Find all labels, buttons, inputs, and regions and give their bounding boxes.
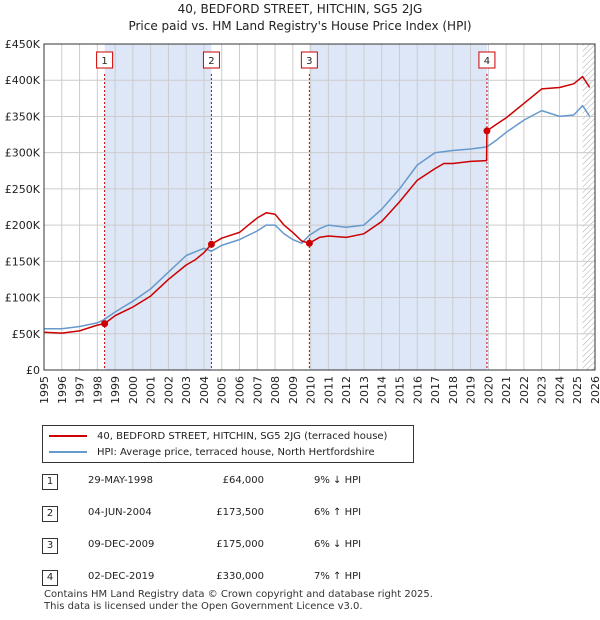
- y-tick-label: £150K: [5, 255, 41, 268]
- legend-line-hpi: [49, 451, 87, 453]
- x-tick-label: 2010: [305, 376, 318, 404]
- plot-frame: [43, 43, 596, 371]
- sale-label-box-4: [478, 51, 496, 69]
- x-tick-label: 1996: [56, 376, 69, 404]
- sale-label-box-1: [96, 51, 114, 69]
- x-tick-label: 2003: [180, 376, 193, 404]
- table-row: 1 29-MAY-1998 £64,000 9% ↓ HPI: [42, 474, 442, 490]
- x-tick-label: 2019: [465, 376, 478, 404]
- x-tick-label: 2014: [376, 376, 389, 404]
- price-series-line: [43, 75, 591, 334]
- sale-number-badge: 4: [42, 570, 58, 586]
- sale-price: £330,000: [216, 571, 264, 582]
- hpi-series-line: [44, 104, 591, 330]
- sale-point-2: [207, 240, 215, 248]
- x-tick-label: 2000: [127, 376, 140, 404]
- sale-point-4: [483, 127, 491, 135]
- sale-price: £64,000: [222, 475, 264, 486]
- sale-hpi-diff: 9% ↓ HPI: [314, 475, 362, 486]
- y-tick-label: £350K: [5, 110, 41, 123]
- x-tick-label: 1998: [91, 376, 104, 404]
- x-tick-label: 2011: [322, 376, 335, 404]
- forecast-hatch: [582, 44, 595, 370]
- y-tick-label: £250K: [5, 183, 41, 196]
- x-tick-label: 2016: [411, 376, 424, 404]
- sale-number-badge: 3: [42, 538, 58, 554]
- x-tick-label: 2015: [393, 376, 406, 404]
- x-tick-label: 2004: [198, 376, 211, 404]
- table-row: 3 09-DEC-2009 £175,000 6% ↓ HPI: [42, 538, 442, 554]
- x-tick-label: 2018: [447, 376, 460, 404]
- x-tick-label: 2025: [571, 376, 584, 404]
- x-tick-label: 2002: [162, 376, 175, 404]
- sale-date: 04-JUN-2004: [88, 507, 152, 518]
- y-tick-label: £400K: [5, 74, 41, 87]
- legend-label-price: 40, BEDFORD STREET, HITCHIN, SG5 2JG (te…: [97, 430, 388, 442]
- y-tick-label: £50K: [12, 328, 41, 341]
- y-tick-label: £200K: [5, 219, 41, 232]
- y-tick-label: £300K: [5, 147, 41, 160]
- sale-label-box-2: [202, 51, 220, 69]
- x-tick-label: 2001: [145, 376, 158, 404]
- sale-number-badge: 2: [42, 506, 58, 522]
- x-tick-label: 2013: [358, 376, 371, 404]
- sale-price: £173,500: [216, 507, 264, 518]
- sale-price: £175,000: [216, 539, 264, 550]
- x-tick-label: 1999: [109, 376, 122, 404]
- legend-label-hpi: HPI: Average price, terraced house, Nort…: [97, 446, 375, 458]
- x-tick-label: 2009: [287, 376, 300, 404]
- legend: 40, BEDFORD STREET, HITCHIN, SG5 2JG (te…: [42, 425, 414, 463]
- x-tick-label: 2026: [589, 376, 600, 404]
- x-tick-label: 2020: [482, 376, 495, 404]
- sale-hpi-diff: 6% ↑ HPI: [314, 507, 362, 518]
- sale-number-badge: 1: [42, 474, 58, 490]
- sale-date: 29-MAY-1998: [88, 475, 154, 486]
- legend-item-hpi: HPI: Average price, terraced house, Nort…: [49, 444, 375, 460]
- y-tick-label: £0: [26, 364, 40, 377]
- sale-point-3: [305, 239, 313, 247]
- sale-label-2: 2: [208, 56, 214, 67]
- x-tick-label: 1995: [38, 376, 51, 404]
- table-row: 2 04-JUN-2004 £173,500 6% ↑ HPI: [42, 506, 442, 522]
- sale-label-4: 4: [484, 56, 490, 67]
- price-chart: £0 £50K £100K £150K £200K £250K £300K £350K £400…: [5, 38, 600, 404]
- sale-label-box-3: [300, 51, 318, 69]
- sale-point-1: [101, 320, 109, 328]
- x-tick-label: 2017: [429, 376, 442, 404]
- x-tick-label: 2022: [518, 376, 531, 404]
- sale-date: 02-DEC-2019: [88, 571, 155, 582]
- x-tick-label: 1997: [74, 376, 87, 404]
- sale-date: 09-DEC-2009: [88, 539, 155, 550]
- footer-copyright: Contains HM Land Registry data © Crown c…: [44, 589, 433, 600]
- footer-licence: This data is licensed under the Open Gov…: [44, 601, 363, 612]
- x-tick-label: 2006: [234, 376, 247, 404]
- legend-item-price: 40, BEDFORD STREET, HITCHIN, SG5 2JG (te…: [49, 428, 387, 444]
- sale-hpi-diff: 7% ↑ HPI: [314, 571, 362, 582]
- x-tick-label: 2021: [500, 376, 513, 404]
- x-tick-label: 2008: [269, 376, 282, 404]
- sale-hpi-diff: 6% ↓ HPI: [314, 539, 362, 550]
- chart-title: 40, BEDFORD STREET, HITCHIN, SG5 2JG: [177, 2, 423, 16]
- y-tick-label: £100K: [5, 292, 41, 305]
- shaded-period-1: [104, 44, 212, 370]
- sale-label-1: 1: [101, 56, 107, 67]
- x-tick-label: 2005: [216, 376, 229, 404]
- x-tick-label: 2007: [251, 376, 264, 404]
- x-tick-label: 2023: [536, 376, 549, 404]
- sale-label-3: 3: [306, 56, 312, 67]
- legend-line-price: [49, 435, 87, 437]
- x-tick-label: 2012: [340, 376, 353, 404]
- y-tick-label: £450K: [5, 38, 41, 51]
- shaded-period-2: [309, 44, 487, 370]
- table-row: 4 02-DEC-2019 £330,000 7% ↑ HPI: [42, 570, 442, 586]
- chart-subtitle: Price paid vs. HM Land Registry's House …: [128, 19, 472, 33]
- x-tick-label: 2024: [553, 376, 566, 404]
